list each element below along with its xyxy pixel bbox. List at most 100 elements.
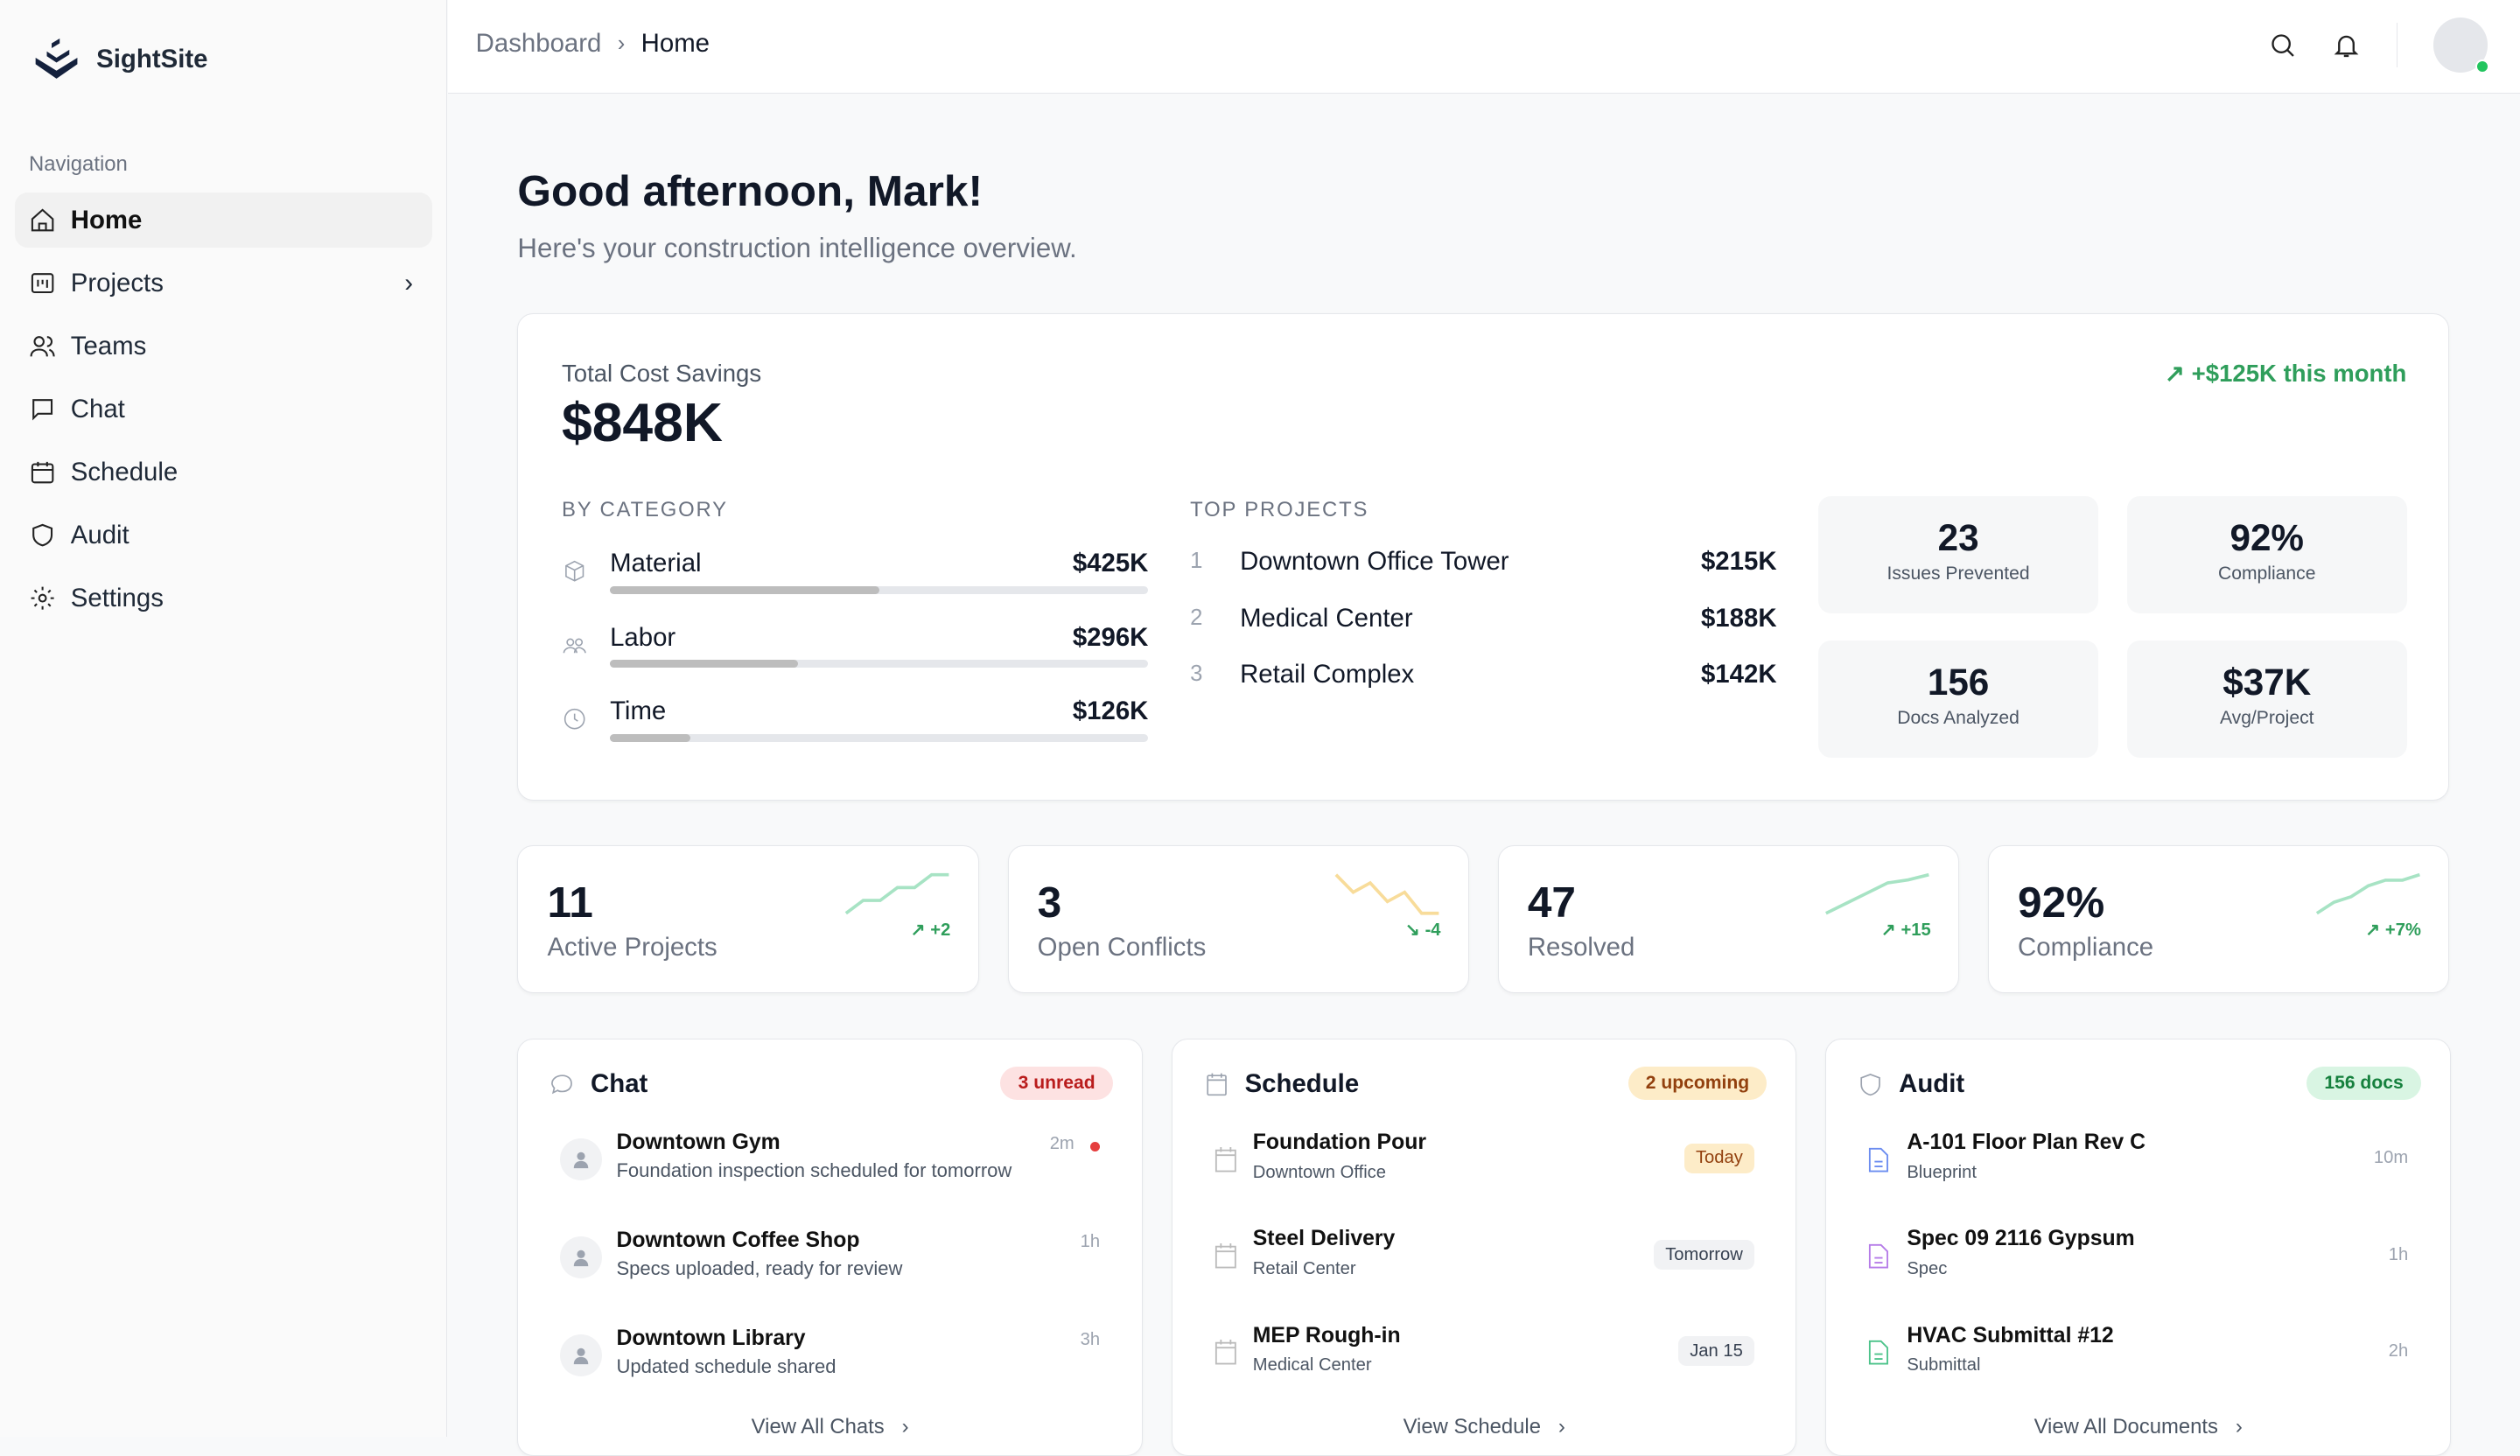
- page-title: Good afternoon, Mark!: [517, 165, 983, 216]
- bell-icon[interactable]: [2332, 31, 2361, 60]
- project-name: Downtown Office Tower: [1240, 547, 1509, 577]
- sidebar-item-label: Home: [71, 206, 143, 235]
- avatar: [560, 1334, 602, 1376]
- chat-name: Downtown Gym: [616, 1130, 780, 1155]
- clock-icon: [562, 706, 587, 732]
- projects-icon: [29, 270, 56, 297]
- sidebar-item-teams[interactable]: Teams: [15, 318, 433, 373]
- sparkline: [1824, 872, 1930, 916]
- breadcrumb-current: Home: [641, 29, 710, 59]
- chat-time: 3h: [1081, 1330, 1100, 1350]
- users-icon: [29, 332, 56, 360]
- sidebar-item-audit[interactable]: Audit: [15, 508, 433, 562]
- chevron-right-icon: ›: [885, 1415, 909, 1438]
- chat-name: Downtown Library: [616, 1326, 805, 1351]
- sidebar-item-home[interactable]: Home: [15, 192, 433, 247]
- category-heading: BY CATEGORY: [562, 498, 728, 522]
- stat-label: Resolved: [1528, 933, 1634, 962]
- sidebar-item-settings[interactable]: Settings: [15, 570, 433, 625]
- chat-view-all-link[interactable]: View All Chats ›: [518, 1415, 1141, 1439]
- event-date-badge: Today: [1684, 1144, 1754, 1173]
- breadcrumb-dashboard[interactable]: Dashboard: [476, 29, 602, 59]
- event-name: MEP Rough-in: [1253, 1324, 1401, 1348]
- stat-card[interactable]: 92%Compliance↗ +7%: [1988, 845, 2449, 993]
- document-icon: [1868, 1340, 1889, 1365]
- sparkline-line: [2317, 875, 2420, 914]
- sparkline-line: [1336, 875, 1439, 914]
- divider: [2397, 23, 2398, 67]
- calendar-icon: [1214, 1243, 1237, 1269]
- trend-down-icon: ↘: [1405, 920, 1425, 940]
- category-row: Material$425K: [562, 549, 1148, 612]
- event-date-badge: Tomorrow: [1654, 1240, 1754, 1270]
- category-value: $296K: [1073, 623, 1149, 653]
- avatar: [560, 1236, 602, 1278]
- document-name: A-101 Floor Plan Rev C: [1907, 1130, 2146, 1155]
- metric-value: 23: [1818, 517, 2098, 559]
- category-value: $126K: [1073, 696, 1149, 726]
- document-time: 2h: [2389, 1341, 2408, 1362]
- chat-time: 2m: [1050, 1134, 1074, 1154]
- avatar: [560, 1138, 602, 1180]
- logo[interactable]: SightSite: [32, 38, 208, 80]
- sidebar-item-schedule[interactable]: Schedule: [15, 444, 433, 499]
- document-icon: [1868, 1243, 1889, 1269]
- metric-value: $37K: [2127, 662, 2407, 704]
- document-time: 10m: [2374, 1148, 2408, 1168]
- chat-time: 1h: [1081, 1232, 1100, 1252]
- category-progress-bar: [610, 660, 1148, 668]
- stat-delta: ↗ +7%: [2365, 919, 2421, 941]
- calendar-icon: [1214, 1340, 1237, 1365]
- logo-icon: [32, 38, 80, 80]
- category-name: Material: [610, 549, 701, 578]
- chat-icon: [29, 396, 56, 423]
- search-icon[interactable]: [2268, 31, 2297, 60]
- user-icon: [571, 1248, 591, 1267]
- stat-delta: ↗ +2: [911, 919, 951, 941]
- sidebar-item-projects[interactable]: Projects›: [15, 256, 433, 310]
- event-name: Steel Delivery: [1253, 1227, 1396, 1251]
- sidebar-item-chat[interactable]: Chat: [15, 382, 433, 436]
- audit-view-all-link[interactable]: View All Documents ›: [1826, 1415, 2449, 1439]
- chat-panel-header: Chat: [549, 1069, 648, 1099]
- event-location: Medical Center: [1253, 1355, 1372, 1376]
- schedule-count-badge: 2 upcoming: [1628, 1067, 1768, 1101]
- breadcrumb: Dashboard › Home: [476, 29, 710, 59]
- schedule-view-all-link[interactable]: View Schedule ›: [1172, 1415, 1796, 1439]
- category-progress-bar: [610, 734, 1148, 742]
- sparkline: [2315, 872, 2421, 916]
- stat-label: Active Projects: [547, 933, 717, 962]
- document-item[interactable]: A-101 Floor Plan Rev C Blueprint 10m: [1868, 1130, 2408, 1211]
- panel-title: Chat: [591, 1069, 648, 1099]
- user-avatar[interactable]: [2433, 18, 2488, 72]
- projects-heading: TOP PROJECTS: [1190, 498, 1368, 522]
- document-icon: [1868, 1147, 1889, 1172]
- document-type: Blueprint: [1907, 1163, 1977, 1183]
- user-icon: [571, 1346, 591, 1365]
- trend-up-icon: ↗: [911, 920, 931, 940]
- metric-label: Docs Analyzed: [1818, 708, 2098, 729]
- document-name: HVAC Submittal #12: [1907, 1324, 2113, 1348]
- stat-value: 92%: [2018, 877, 2104, 928]
- panel-title: Schedule: [1245, 1069, 1360, 1099]
- cube-icon: [562, 558, 587, 584]
- users-icon: [562, 633, 587, 658]
- chat-bubble-icon: [549, 1071, 576, 1098]
- category-progress-fill: [610, 660, 798, 668]
- category-progress-fill: [610, 734, 690, 742]
- sidebar-item-label: Audit: [71, 521, 130, 550]
- document-time: 1h: [2389, 1245, 2408, 1265]
- gear-icon: [29, 584, 56, 612]
